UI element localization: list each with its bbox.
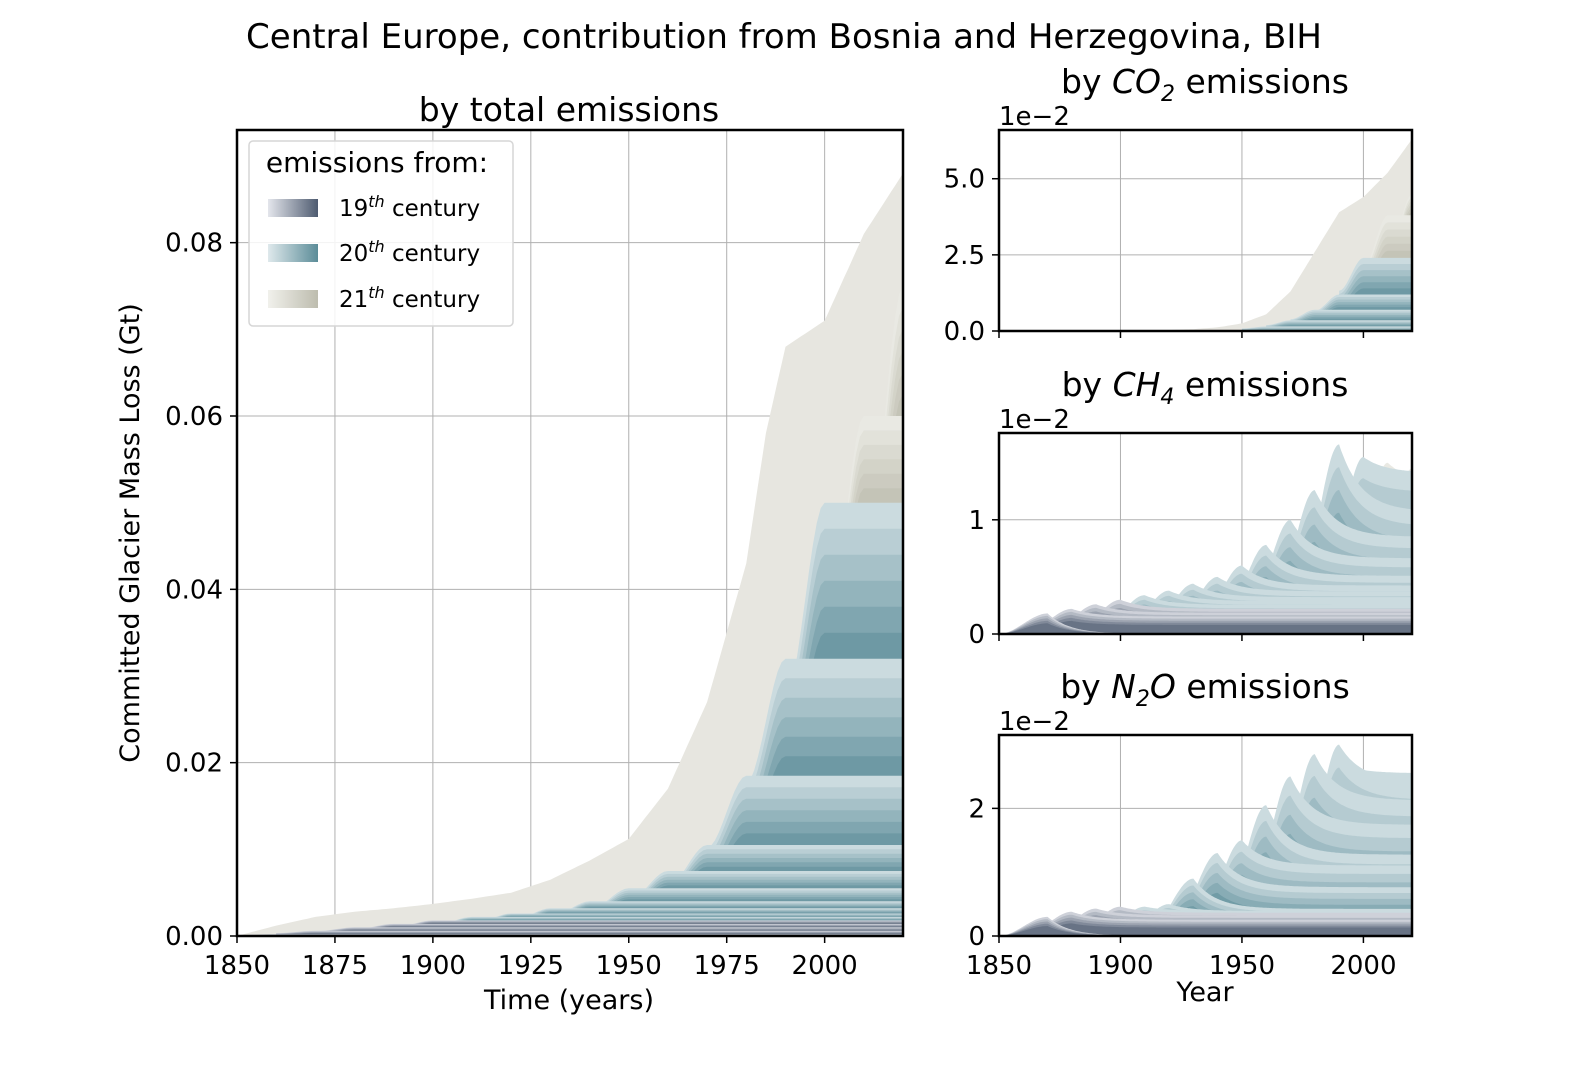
areas-co2	[999, 139, 1412, 331]
ytick-label-2: 5.0	[944, 165, 985, 195]
xticks-ch4	[998, 634, 1365, 641]
figure-title: Central Europe, contribution from Bosnia…	[246, 17, 1322, 57]
panel-n2o-emissions: by N2O emissions 1e−2 1850 1900 1950 2000 0…	[966, 667, 1414, 1008]
yticks-ch4: 01	[968, 506, 999, 650]
legend: emissions from: 19th century 20th centur…	[248, 140, 514, 327]
axes-frame-total	[235, 128, 905, 938]
envelope-area	[999, 139, 1412, 331]
xtick-label-0: 1850	[966, 951, 1032, 981]
areas-n2o	[999, 744, 1412, 936]
ylabel-total: Committed Glacier Mass Loss (Gt)	[115, 303, 146, 763]
legend-label-20th: 20th century	[339, 237, 480, 267]
xtick-label-4: 1950	[596, 951, 662, 981]
scale-label-ch4: 1e−2	[999, 405, 1070, 435]
legend-swatch-20th	[268, 244, 318, 262]
ytick-label-2: 0.04	[165, 575, 223, 605]
xtick-label-5: 1975	[694, 951, 760, 981]
ytick-label-1: 2	[968, 794, 985, 824]
legend-label-19th: 19th century	[339, 192, 480, 222]
xtick-label-3: 2000	[1330, 951, 1396, 981]
yticks-total: 0.00 0.02 0.04 0.06 0.08	[165, 229, 237, 952]
scale-label-co2: 1e−2	[999, 102, 1070, 132]
yticks-co2: 0.0 2.5 5.0	[944, 165, 999, 347]
xtick-label-2: 1900	[400, 951, 466, 981]
axes-frame-n2o	[997, 733, 1414, 938]
legend-swatch-21st	[268, 290, 318, 308]
xtick-label-2: 1950	[1209, 951, 1275, 981]
xticks-total: 1850 1875 1900 1925 1950 1975 2000	[204, 936, 858, 981]
legend-box	[248, 140, 514, 327]
xtick-label-1: 1875	[302, 951, 368, 981]
panel-ch4-emissions: by CH4 emissions 1e−2 01	[968, 365, 1414, 650]
legend-swatch-19th	[268, 199, 318, 217]
xtick-label-3: 1925	[498, 951, 564, 981]
ytick-label-0: 0	[968, 620, 985, 650]
panel-co2-emissions: by CO2 emissions 1e−2 0.0 2.5 5.0	[944, 62, 1414, 347]
ytick-label-1: 2.5	[944, 241, 985, 271]
panel-total-emissions: by total emissions 1850 1875 1900 1925 1950 1…	[115, 90, 905, 1016]
xticks-co2	[998, 331, 1365, 338]
ytick-label-0: 0.00	[165, 922, 223, 952]
areas-total	[237, 173, 904, 937]
panel-title-total: by total emissions	[419, 90, 719, 129]
panel-title-n2o: by N2O emissions	[1060, 667, 1350, 712]
ytick-label-1: 0.02	[165, 749, 223, 779]
legend-title: emissions from:	[266, 146, 488, 179]
xlabel-n2o: Year	[1175, 977, 1234, 1008]
panel-title-co2: by CO2 emissions	[1061, 62, 1349, 107]
wave-1880-1	[1023, 923, 1412, 936]
xlabel-total: Time (years)	[483, 985, 654, 1016]
yticks-n2o: 02	[968, 794, 999, 952]
axes-frame-co2	[997, 128, 1414, 333]
ytick-label-0: 0.0	[944, 317, 985, 347]
scale-label-n2o: 1e−2	[999, 707, 1070, 737]
xticks-n2o: 1850 1900 1950 2000	[966, 936, 1396, 981]
areas-ch4	[999, 444, 1412, 634]
ytick-label-1: 1	[968, 506, 985, 536]
legend-label-21st: 21th century	[339, 283, 480, 313]
ytick-label-0: 0	[968, 922, 985, 952]
envelope-area	[237, 173, 903, 937]
xtick-label-0: 1850	[204, 951, 270, 981]
wave-1880-1	[1023, 620, 1412, 634]
panel-title-ch4: by CH4 emissions	[1062, 365, 1349, 410]
xtick-label-1: 1900	[1087, 951, 1153, 981]
ytick-label-4: 0.08	[165, 229, 223, 259]
ytick-label-3: 0.06	[165, 402, 223, 432]
axes-frame-ch4	[997, 431, 1414, 636]
xtick-label-6: 2000	[792, 951, 858, 981]
